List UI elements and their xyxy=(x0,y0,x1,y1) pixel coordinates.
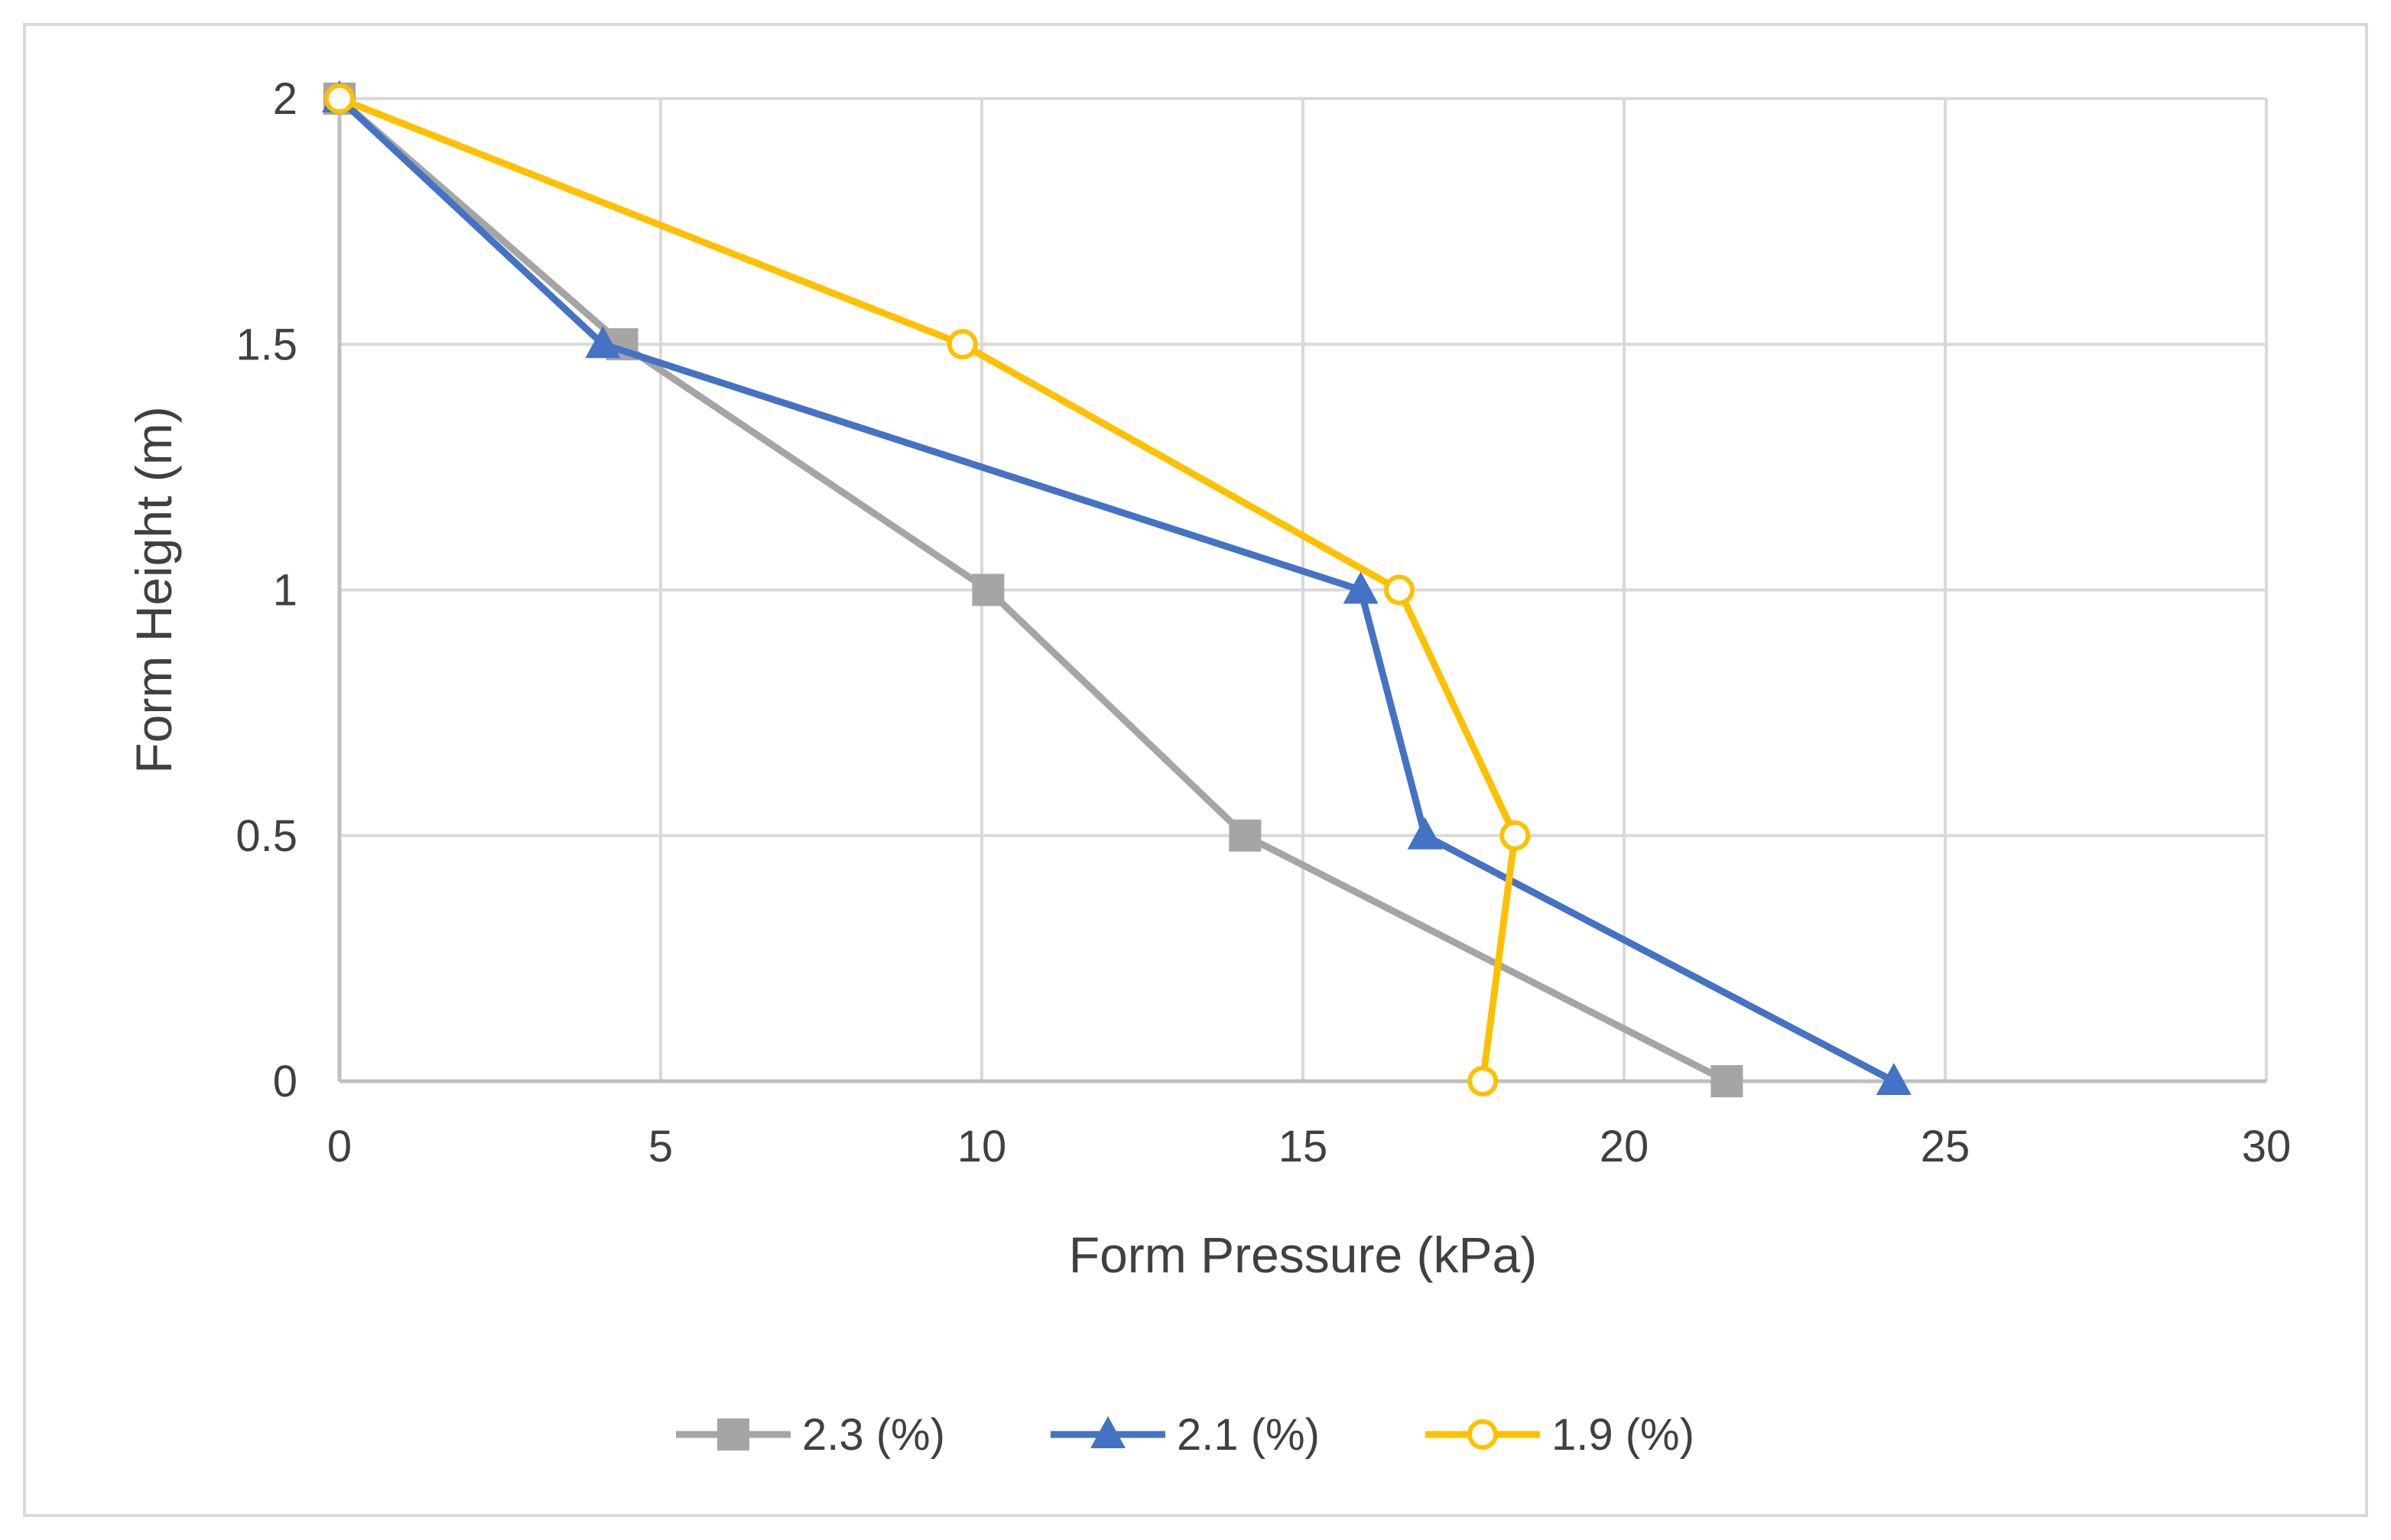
legend-item: 2.3 (%) xyxy=(676,1410,945,1460)
data-point xyxy=(1710,1065,1743,1097)
series-3 xyxy=(324,83,1531,1097)
x-tick-label: 5 xyxy=(648,1122,673,1171)
legend-marker xyxy=(1090,1416,1126,1448)
y-axis-title: Form Height (m) xyxy=(125,406,182,773)
data-point xyxy=(585,326,621,359)
data-point xyxy=(1229,819,1262,852)
tick-labels: 0 5 10 15 20 25 30 0 0.5 1 1.5 2 xyxy=(236,74,2291,1171)
axes xyxy=(337,99,2266,1084)
data-point xyxy=(1876,1063,1912,1095)
data-point xyxy=(972,573,1005,606)
chart-frame: 0 5 10 15 20 25 30 0 0.5 1 1.5 2 Form Pressure (kPa… xyxy=(23,23,2368,1517)
y-tick-label: 1.5 xyxy=(236,320,297,369)
data-point xyxy=(1499,820,1531,851)
line-chart: 0 5 10 15 20 25 30 0 0.5 1 1.5 2 Form Pressure (kPa… xyxy=(125,74,2291,1460)
legend: 2.3 (%) 2.1 (%) 1.9 (%) xyxy=(676,1410,1694,1460)
y-tick-label: 0 xyxy=(273,1057,297,1106)
x-tick-label: 30 xyxy=(2242,1122,2292,1171)
x-tick-label: 0 xyxy=(327,1122,352,1171)
data-point xyxy=(1407,817,1443,850)
x-tick-label: 20 xyxy=(1600,1122,1649,1171)
legend-label: 1.9 (%) xyxy=(1551,1410,1694,1460)
legend-item: 1.9 (%) xyxy=(1425,1410,1694,1460)
data-point xyxy=(324,83,355,114)
legend-marker xyxy=(1467,1419,1498,1450)
series-2 xyxy=(322,80,1912,1095)
series-group xyxy=(322,80,1912,1097)
data-point xyxy=(1467,1066,1499,1097)
legend-label: 2.1 (%) xyxy=(1177,1410,1320,1460)
legend-item: 2.1 (%) xyxy=(1051,1410,1320,1460)
x-tick-label: 15 xyxy=(1278,1122,1328,1171)
x-axis-title: Form Pressure (kPa) xyxy=(1069,1226,1537,1283)
data-point xyxy=(1343,571,1379,604)
x-tick-label: 25 xyxy=(1921,1122,1970,1171)
legend-marker xyxy=(717,1418,749,1451)
data-point xyxy=(1384,574,1415,606)
x-tick-label: 10 xyxy=(957,1122,1007,1171)
gridlines xyxy=(339,97,2268,1081)
y-tick-label: 1 xyxy=(273,566,297,616)
legend-label: 2.3 (%) xyxy=(802,1410,945,1460)
data-point xyxy=(947,329,978,360)
y-tick-label: 0.5 xyxy=(236,811,297,861)
y-tick-label: 2 xyxy=(273,74,297,124)
